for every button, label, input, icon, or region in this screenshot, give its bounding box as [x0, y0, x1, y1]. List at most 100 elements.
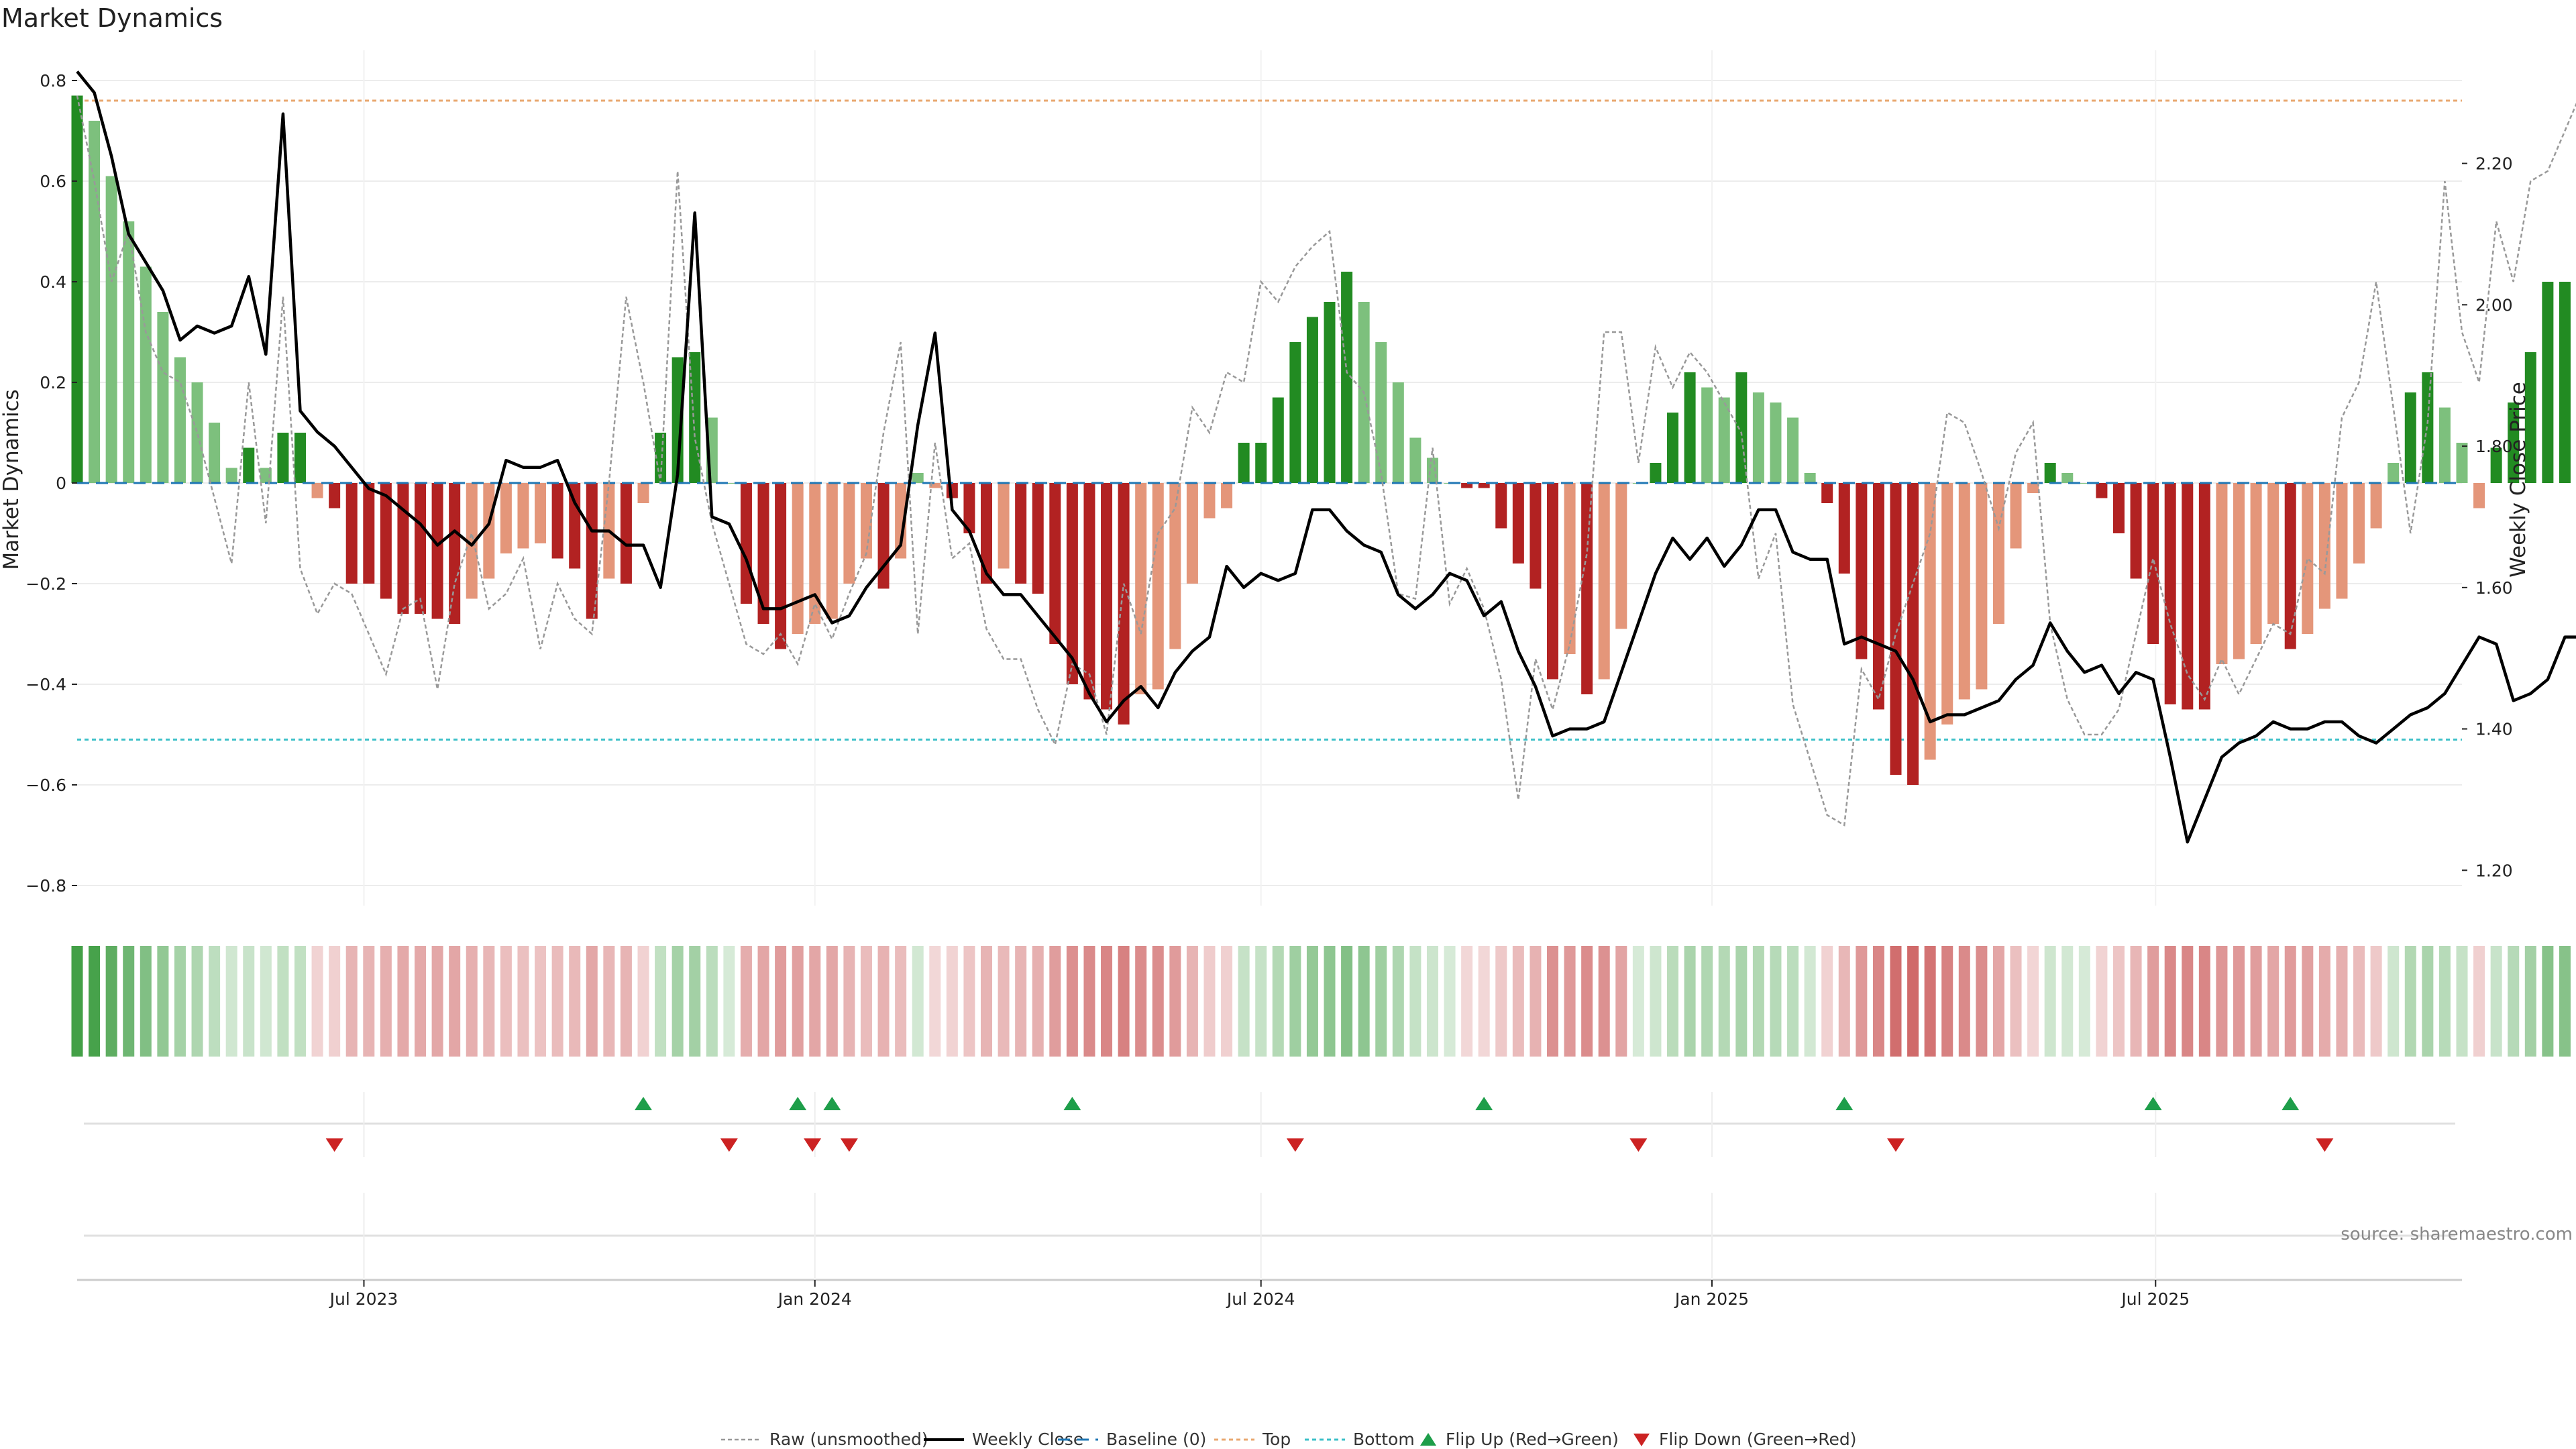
dynamics-bar-25 [500, 483, 512, 553]
dynamics-bar-29 [569, 483, 581, 569]
dynamics-bar-5 [157, 312, 169, 483]
dynamics-bar-59 [1083, 483, 1095, 700]
right-tick-label-0: 2.20 [2475, 154, 2513, 174]
dynamics-bar-116 [2061, 473, 2074, 483]
heat-cell-94 [1684, 946, 1696, 1057]
heat-cell-21 [431, 946, 443, 1057]
heat-cell-114 [2027, 946, 2039, 1057]
dynamics-bar-71 [1289, 342, 1301, 483]
dynamics-bar-19 [397, 483, 409, 614]
heat-cell-74 [1341, 946, 1353, 1057]
dynamics-bar-60 [1101, 483, 1113, 710]
heat-cell-62 [1135, 946, 1147, 1057]
heat-cell-71 [1289, 946, 1301, 1057]
heat-cell-88 [1581, 946, 1593, 1057]
dynamics-bar-20 [415, 483, 427, 614]
heat-cell-2 [105, 946, 117, 1057]
heat-cell-99 [1770, 946, 1782, 1057]
dynamics-bar-88 [1581, 483, 1593, 694]
heat-cell-125 [2216, 946, 2228, 1057]
heat-cell-32 [620, 946, 632, 1057]
dynamics-bar-53 [981, 483, 993, 584]
heat-cell-127 [2250, 946, 2262, 1057]
heat-cell-119 [2112, 946, 2125, 1057]
heat-cell-34 [655, 946, 667, 1057]
chart-title: Market Dynamics [1, 3, 223, 33]
flip-down-marker-1 [720, 1138, 738, 1152]
heat-cell-128 [2267, 946, 2279, 1057]
x-tick-label-3: Jan 2025 [1674, 1289, 1749, 1309]
heat-cell-85 [1529, 946, 1542, 1057]
left-tick-label-0: 0.8 [40, 71, 66, 91]
legend-item-bottom: Bottom [1305, 1430, 1415, 1449]
dynamics-bar-85 [1529, 483, 1542, 589]
right-tick-label-4: 1.40 [2475, 720, 2513, 739]
heat-cell-80 [1444, 946, 1456, 1057]
heat-cell-48 [895, 946, 907, 1057]
heat-cell-10 [243, 946, 255, 1057]
heat-cell-45 [843, 946, 855, 1057]
dynamics-bar-135 [2387, 463, 2400, 483]
heat-cell-76 [1375, 946, 1387, 1057]
dynamics-bar-132 [2336, 483, 2348, 599]
heat-cell-124 [2198, 946, 2210, 1057]
dynamics-bar-84 [1512, 483, 1524, 564]
dynamics-bar-13 [294, 433, 306, 483]
heat-cell-40 [757, 946, 769, 1057]
heat-cell-69 [1255, 946, 1267, 1057]
legend-swatch-flip_down [1633, 1434, 1650, 1446]
heat-cell-110 [1958, 946, 1970, 1057]
dynamics-bar-109 [1941, 483, 1953, 724]
heat-cell-42 [792, 946, 804, 1057]
dynamics-bar-103 [1838, 483, 1850, 574]
heat-cell-28 [551, 946, 564, 1057]
dynamics-bar-65 [1186, 483, 1198, 584]
dynamics-bar-33 [637, 483, 649, 503]
dynamics-bar-96 [1718, 397, 1730, 483]
dynamics-bar-66 [1203, 483, 1216, 519]
dynamics-bar-122 [2164, 483, 2176, 704]
heat-cell-103 [1838, 946, 1850, 1057]
heat-cell-59 [1083, 946, 1095, 1057]
heat-cell-36 [689, 946, 701, 1057]
right-axis-label: Weekly Close Price [2506, 382, 2530, 578]
heat-cell-97 [1735, 946, 1748, 1057]
source-credit: source: sharemaestro.com [2341, 1224, 2573, 1244]
flip-down-marker-7 [2316, 1138, 2334, 1152]
raw-series [76, 95, 2576, 827]
heat-cell-143 [2524, 946, 2536, 1057]
heat-cell-58 [1066, 946, 1078, 1057]
heat-cell-107 [1907, 946, 1919, 1057]
flip-up-marker-0 [634, 1097, 652, 1110]
dynamics-bar-6 [174, 357, 186, 483]
dynamics-bar-105 [1872, 483, 1884, 710]
heat-cell-129 [2284, 946, 2296, 1057]
heat-cell-138 [2438, 946, 2451, 1057]
heat-cell-91 [1632, 946, 1644, 1057]
x-tick-label-1: Jan 2024 [777, 1289, 852, 1309]
dynamics-bar-102 [1821, 483, 1833, 503]
dynamics-bar-141 [2490, 447, 2502, 483]
heat-cell-1 [89, 946, 101, 1057]
heat-cell-25 [500, 946, 512, 1057]
dynamics-bar-69 [1255, 443, 1267, 483]
heat-cell-6 [174, 946, 186, 1057]
legend-swatch-flip_up [1420, 1433, 1436, 1446]
heat-strip [71, 946, 2571, 1057]
heat-cell-135 [2387, 946, 2400, 1057]
heat-cell-65 [1186, 946, 1198, 1057]
dynamics-bar-46 [860, 483, 872, 559]
dynamics-bar-28 [551, 483, 564, 559]
dynamics-bar-123 [2182, 483, 2194, 710]
legend-item-baseline: Baseline (0) [1058, 1430, 1206, 1449]
legend-item-top: Top [1214, 1430, 1291, 1449]
raw-line [76, 95, 2576, 827]
grid-lines [77, 50, 2462, 906]
heat-cell-141 [2490, 946, 2502, 1057]
heat-cell-108 [1924, 946, 1936, 1057]
dynamics-bar-106 [1890, 483, 1902, 775]
heat-cell-53 [981, 946, 993, 1057]
x-tick-label-0: Jul 2023 [329, 1289, 398, 1309]
heat-cell-130 [2302, 946, 2314, 1057]
dynamics-bar-94 [1684, 372, 1696, 483]
